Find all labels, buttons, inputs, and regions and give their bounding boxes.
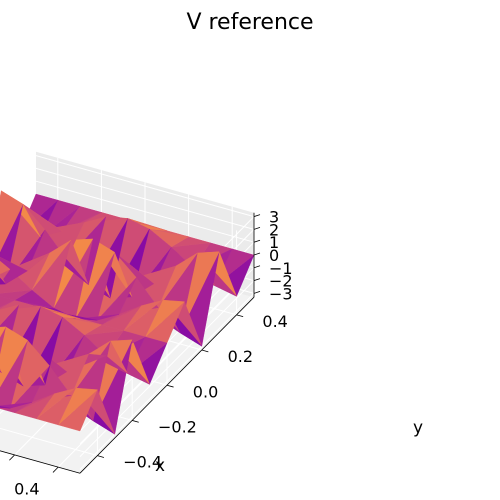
z-tick-mark (253, 214, 261, 217)
z-tick-label: 2 (269, 220, 279, 239)
y-axis-label: y (413, 418, 423, 438)
x-axis-line (0, 450, 81, 474)
z-tick-label: 1 (269, 233, 279, 252)
surface-facet (0, 256, 28, 285)
y-tick-label: 0.0 (193, 382, 218, 401)
y-tick-label: −0.4 (123, 453, 162, 472)
chart-title: V reference (186, 10, 314, 35)
y-tick-mark (97, 455, 105, 458)
surface-facet (0, 296, 15, 308)
y-tick-mark (236, 314, 244, 318)
y-tick-label: 0.4 (262, 312, 287, 331)
y-tick-label: 0.2 (228, 347, 253, 366)
surface-facet (0, 190, 24, 253)
axes (0, 212, 261, 474)
y-tick-label: −0.2 (158, 418, 197, 437)
z-tick-label: −2 (269, 272, 293, 291)
y-tick-mark (132, 420, 139, 423)
z-tick-label: 3 (269, 208, 279, 227)
x-tick-mark (9, 454, 15, 461)
surface-facet (0, 277, 6, 285)
z-tick-mark (253, 239, 261, 243)
surface-facet (0, 326, 28, 388)
surface-facet (0, 370, 2, 373)
surface-facet (0, 300, 15, 310)
z-tick-mark (253, 265, 261, 269)
z-tick-mark (253, 252, 261, 256)
tick-labels: −0.4−0.20.00.20.4−0.4−0.20.00.20.4−3−2−1… (14, 208, 293, 499)
x-axis-label: x (155, 456, 165, 476)
y-tick-mark (166, 384, 174, 388)
y-axis-line (79, 296, 255, 474)
z-tick-mark (253, 291, 261, 294)
z-tick-mark (253, 278, 261, 281)
x-tick-label: 0.4 (14, 480, 39, 499)
x-tick-mark (52, 466, 59, 473)
z-tick-label: −1 (269, 259, 293, 278)
surface-facet (0, 326, 7, 355)
surface-facet (0, 260, 11, 275)
surface-facet (0, 304, 19, 326)
y-tick-mark (201, 349, 209, 353)
surface-mesh (0, 190, 255, 435)
surface-facet (0, 405, 11, 409)
surface-facet (0, 273, 6, 285)
z-tick-label: 0 (269, 246, 279, 265)
z-tick-label: −3 (269, 284, 293, 303)
z-tick-mark (253, 227, 261, 230)
surface-facet (0, 326, 7, 338)
